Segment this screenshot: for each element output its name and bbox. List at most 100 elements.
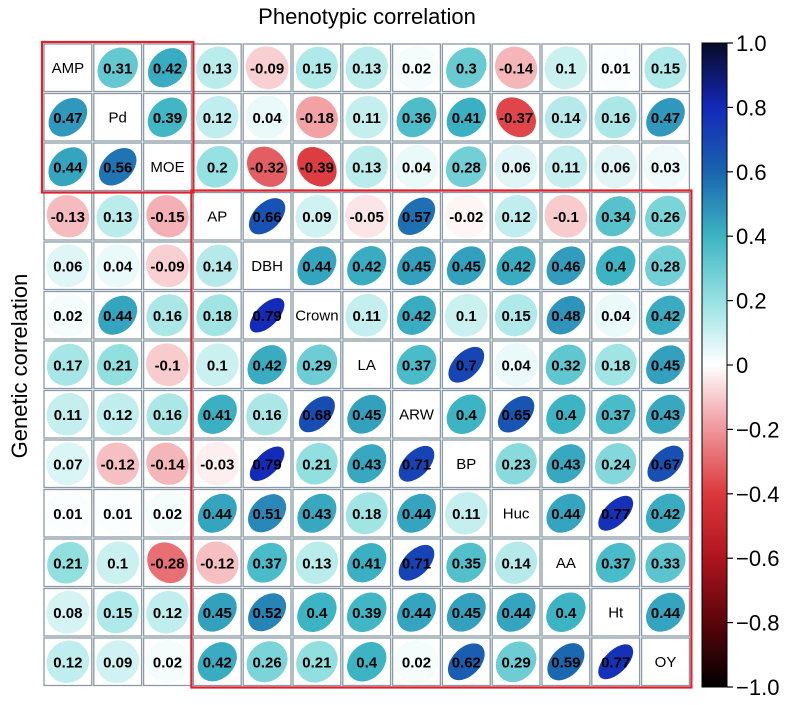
cell-frame xyxy=(640,637,691,687)
matrix-cell: 0.01 xyxy=(591,43,641,93)
correlation-ellipse xyxy=(197,592,237,632)
matrix-cell: 0.31 xyxy=(93,43,143,93)
colorbar-tick-label: −0.6 xyxy=(736,546,779,571)
correlation-value: 0.42 xyxy=(501,258,530,275)
correlation-ellipse xyxy=(645,394,686,434)
correlation-value: 0.42 xyxy=(352,258,381,275)
variable-label: DBH xyxy=(251,258,283,275)
correlation-ellipse xyxy=(547,643,585,681)
matrix-cell: 0.4 xyxy=(292,587,342,637)
correlation-value: 0.1 xyxy=(107,555,128,572)
correlation-ellipse xyxy=(195,442,240,486)
correlation-value: 0.41 xyxy=(352,555,381,572)
correlation-ellipse xyxy=(246,393,289,436)
matrix-cell: 0.32 xyxy=(541,340,591,390)
correlation-value: 0.26 xyxy=(651,209,680,226)
matrix-cell: 0.44 xyxy=(43,142,93,192)
correlation-ellipse xyxy=(195,343,239,387)
correlation-ellipse xyxy=(345,95,389,139)
colorbar-tick-label: −0.2 xyxy=(736,417,779,442)
correlation-ellipse xyxy=(46,442,90,486)
correlation-value: 0.79 xyxy=(252,456,281,473)
matrix-cell: 0.28 xyxy=(640,241,691,291)
chart-title: Phenotypic correlation xyxy=(258,4,476,29)
highlight-boxes xyxy=(40,40,693,689)
matrix-cell: 0.03 xyxy=(640,142,691,192)
correlation-ellipse xyxy=(98,295,138,335)
matrix-cell: 0.12 xyxy=(192,92,242,142)
matrix-cell: 0.21 xyxy=(292,439,342,489)
correlation-ellipse xyxy=(345,194,389,238)
correlation-ellipse xyxy=(196,95,239,139)
matrix-cell: 0.11 xyxy=(441,488,491,538)
correlation-ellipse xyxy=(345,492,388,535)
correlation-value: 0.42 xyxy=(402,308,431,325)
correlation-value: 0.62 xyxy=(452,654,481,671)
diagonal-cell: AP xyxy=(192,191,242,241)
correlation-value: -0.18 xyxy=(300,110,334,127)
correlation-ellipse xyxy=(345,46,388,89)
matrix-cell: 0.39 xyxy=(142,92,193,142)
correlation-value: 0.06 xyxy=(601,159,630,176)
correlation-ellipse xyxy=(48,147,88,187)
correlation-ellipse xyxy=(346,592,387,633)
colorbar-tick-label: 0.8 xyxy=(736,95,767,120)
matrix-cell: 0.13 xyxy=(342,43,392,93)
matrix-cell: 0.12 xyxy=(93,389,143,439)
correlation-ellipse xyxy=(646,345,685,385)
matrix-cell: 0.29 xyxy=(491,637,541,687)
correlation-value: 0.04 xyxy=(252,110,282,127)
correlation-ellipse xyxy=(146,343,189,387)
matrix-cell: -0.09 xyxy=(142,241,193,291)
matrix-cell: 0.12 xyxy=(491,191,541,241)
correlation-value: 0.44 xyxy=(402,605,432,622)
matrix-cell: 0.59 xyxy=(541,637,591,687)
correlation-ellipse xyxy=(147,97,188,138)
correlation-value: -0.14 xyxy=(499,60,534,77)
correlation-value: 0.44 xyxy=(651,605,681,622)
matrix-cell: 0.09 xyxy=(93,637,143,687)
correlation-ellipse xyxy=(546,444,586,484)
correlation-value: 0.45 xyxy=(452,258,481,275)
correlation-value: 0.13 xyxy=(352,159,381,176)
cell-frame xyxy=(342,340,392,390)
correlation-value: -0.1 xyxy=(155,357,181,374)
correlation-value: 0.18 xyxy=(601,357,630,374)
matrix-cell: 0.42 xyxy=(640,488,691,538)
correlation-ellipse xyxy=(646,97,685,137)
matrix-cell: 0.79 xyxy=(242,439,292,489)
correlation-value: 0.45 xyxy=(651,357,680,374)
cell-frame xyxy=(43,43,93,93)
correlation-ellipse xyxy=(145,639,190,684)
matrix-cell: -0.12 xyxy=(93,439,143,489)
correlation-value: -0.15 xyxy=(150,209,184,226)
correlation-ellipse xyxy=(46,244,90,288)
cell-frame xyxy=(591,587,641,637)
correlation-value: 0.29 xyxy=(302,357,331,374)
matrix-cell: 0.11 xyxy=(342,92,392,142)
correlation-value: 0.33 xyxy=(651,555,680,572)
correlation-ellipse xyxy=(397,246,436,286)
matrix-cell: 0.42 xyxy=(342,241,392,291)
correlation-value: 0.41 xyxy=(452,110,481,127)
correlation-ellipse xyxy=(446,542,487,583)
correlation-value: 0.4 xyxy=(356,654,378,671)
correlation-value: 0.06 xyxy=(501,159,530,176)
cell-frame xyxy=(441,439,491,489)
correlation-value: 0.31 xyxy=(103,60,132,77)
correlation-ellipse xyxy=(645,493,686,533)
correlation-ellipse xyxy=(446,47,487,89)
matrix-cell: 0.62 xyxy=(441,637,491,687)
correlation-value: -0.32 xyxy=(250,159,284,176)
correlation-ellipse xyxy=(646,592,685,632)
correlation-value: 0.15 xyxy=(501,308,530,325)
correlation-ellipse xyxy=(546,394,586,434)
matrix-cell: 0.14 xyxy=(541,92,591,142)
correlation-value: 0.44 xyxy=(103,308,133,325)
correlation-value: 0.37 xyxy=(601,407,630,424)
matrix-cell: 0.77 xyxy=(591,488,641,538)
correlation-value: 0.16 xyxy=(601,110,630,127)
correlation-ellipse xyxy=(496,246,536,286)
correlation-value: 0.68 xyxy=(302,407,331,424)
correlation-ellipse xyxy=(645,542,686,583)
